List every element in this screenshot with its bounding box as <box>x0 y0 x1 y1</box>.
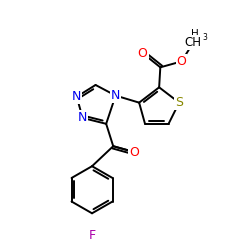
Text: N: N <box>78 112 87 124</box>
Text: O: O <box>138 47 147 60</box>
Text: N: N <box>72 90 82 103</box>
Text: S: S <box>175 96 183 109</box>
Text: H: H <box>190 29 198 39</box>
Text: 3: 3 <box>202 33 207 42</box>
Text: CH: CH <box>185 36 202 49</box>
Text: N: N <box>111 89 120 102</box>
Text: O: O <box>130 146 139 158</box>
Text: O: O <box>176 55 186 68</box>
Text: F: F <box>88 229 96 242</box>
